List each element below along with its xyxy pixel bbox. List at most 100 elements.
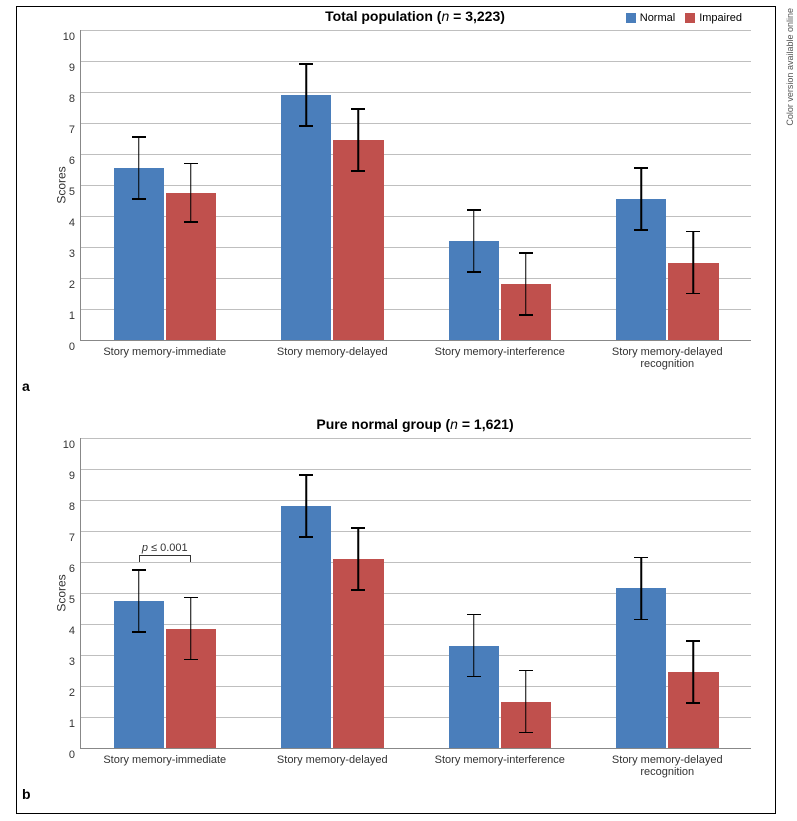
panel-letter: b — [22, 786, 31, 802]
error-bar — [525, 253, 527, 315]
error-bar — [473, 615, 475, 677]
ytick-label: 0 — [69, 749, 75, 761]
error-bar — [640, 168, 642, 230]
error-cap — [132, 136, 146, 138]
error-cap — [132, 198, 146, 200]
legend-item: Impaired — [685, 12, 742, 24]
error-cap — [467, 209, 481, 211]
error-cap — [184, 597, 198, 599]
error-cap — [634, 167, 648, 169]
xtick-label: Story memory-delayed — [277, 754, 388, 766]
legend-swatch — [626, 13, 636, 23]
error-bar — [693, 641, 695, 703]
error-cap — [184, 163, 198, 165]
error-cap — [467, 676, 481, 678]
plot-area: 012345678910ScoresStory memory-immediate… — [80, 438, 751, 749]
ytick-label: 4 — [69, 625, 75, 637]
bar-normal — [281, 506, 331, 748]
error-bar — [305, 475, 307, 537]
error-cap — [299, 63, 313, 65]
error-cap — [634, 229, 648, 231]
ytick-label: 2 — [69, 279, 75, 291]
error-cap — [686, 640, 700, 642]
error-cap — [299, 536, 313, 538]
ytick-label: 9 — [69, 470, 75, 482]
ytick-label: 2 — [69, 687, 75, 699]
chart-panel-a: Total population (n = 3,223)NormalImpair… — [80, 8, 750, 341]
annotation-text: p ≤ 0.001 — [142, 542, 188, 554]
ytick-label: 1 — [69, 718, 75, 730]
error-cap — [519, 732, 533, 734]
error-cap — [299, 474, 313, 476]
error-bar — [138, 137, 140, 199]
ytick-label: 8 — [69, 501, 75, 513]
xtick-label: Story memory-delayedrecognition — [612, 346, 723, 370]
xtick-label: Story memory-delayed — [277, 346, 388, 358]
legend-label: Impaired — [699, 12, 742, 24]
ytick-label: 5 — [69, 186, 75, 198]
error-bar — [525, 671, 527, 733]
xtick-label: Story memory-interference — [435, 754, 565, 766]
panel-letter: a — [22, 378, 30, 394]
ytick-label: 6 — [69, 155, 75, 167]
gridline — [81, 92, 751, 93]
chart-panel-b: Pure normal group (n = 1,621) 01234567891… — [80, 416, 750, 749]
gridline — [81, 61, 751, 62]
error-bar — [138, 570, 140, 632]
error-bar — [473, 210, 475, 272]
xtick-label: Story memory-immediate — [103, 346, 226, 358]
error-cap — [351, 108, 365, 110]
error-cap — [132, 631, 146, 633]
ytick-label: 3 — [69, 656, 75, 668]
error-cap — [351, 170, 365, 172]
legend-item: Normal — [626, 12, 675, 24]
error-cap — [184, 659, 198, 661]
xtick-label: Story memory-delayedrecognition — [612, 754, 723, 778]
error-cap — [184, 221, 198, 223]
error-cap — [634, 557, 648, 559]
error-cap — [519, 252, 533, 254]
annotation-bracket — [139, 555, 191, 562]
legend-label: Normal — [640, 12, 675, 24]
ytick-label: 10 — [63, 31, 75, 43]
error-bar — [190, 163, 192, 222]
figure: Color version available online Total pop… — [0, 0, 797, 821]
chart-title: Pure normal group (n = 1,621) — [80, 416, 750, 432]
ytick-label: 7 — [69, 532, 75, 544]
error-cap — [686, 702, 700, 704]
gridline — [81, 500, 751, 501]
error-bar — [640, 557, 642, 619]
error-cap — [299, 125, 313, 127]
gridline — [81, 185, 751, 186]
ytick-label: 1 — [69, 310, 75, 322]
ytick-label: 8 — [69, 93, 75, 105]
error-bar — [358, 109, 360, 171]
error-bar — [358, 528, 360, 590]
error-bar — [190, 598, 192, 660]
ytick-label: 7 — [69, 124, 75, 136]
plot-area: 012345678910ScoresStory memory-immediate… — [80, 30, 751, 341]
ytick-label: 4 — [69, 217, 75, 229]
gridline — [81, 30, 751, 31]
y-axis-label: Scores — [55, 574, 69, 611]
ytick-label: 3 — [69, 248, 75, 260]
xtick-label: Story memory-interference — [435, 346, 565, 358]
error-cap — [519, 670, 533, 672]
ytick-label: 0 — [69, 341, 75, 353]
error-cap — [351, 589, 365, 591]
error-cap — [351, 527, 365, 529]
ytick-label: 9 — [69, 62, 75, 74]
error-bar — [693, 232, 695, 294]
legend-swatch — [685, 13, 695, 23]
error-cap — [467, 271, 481, 273]
gridline — [81, 469, 751, 470]
error-cap — [686, 293, 700, 295]
ytick-label: 10 — [63, 439, 75, 451]
error-cap — [686, 231, 700, 233]
error-cap — [132, 569, 146, 571]
y-axis-label: Scores — [55, 166, 69, 203]
xtick-label: Story memory-immediate — [103, 754, 226, 766]
legend: Normal Impaired — [626, 12, 742, 24]
gridline — [81, 438, 751, 439]
gridline — [81, 531, 751, 532]
